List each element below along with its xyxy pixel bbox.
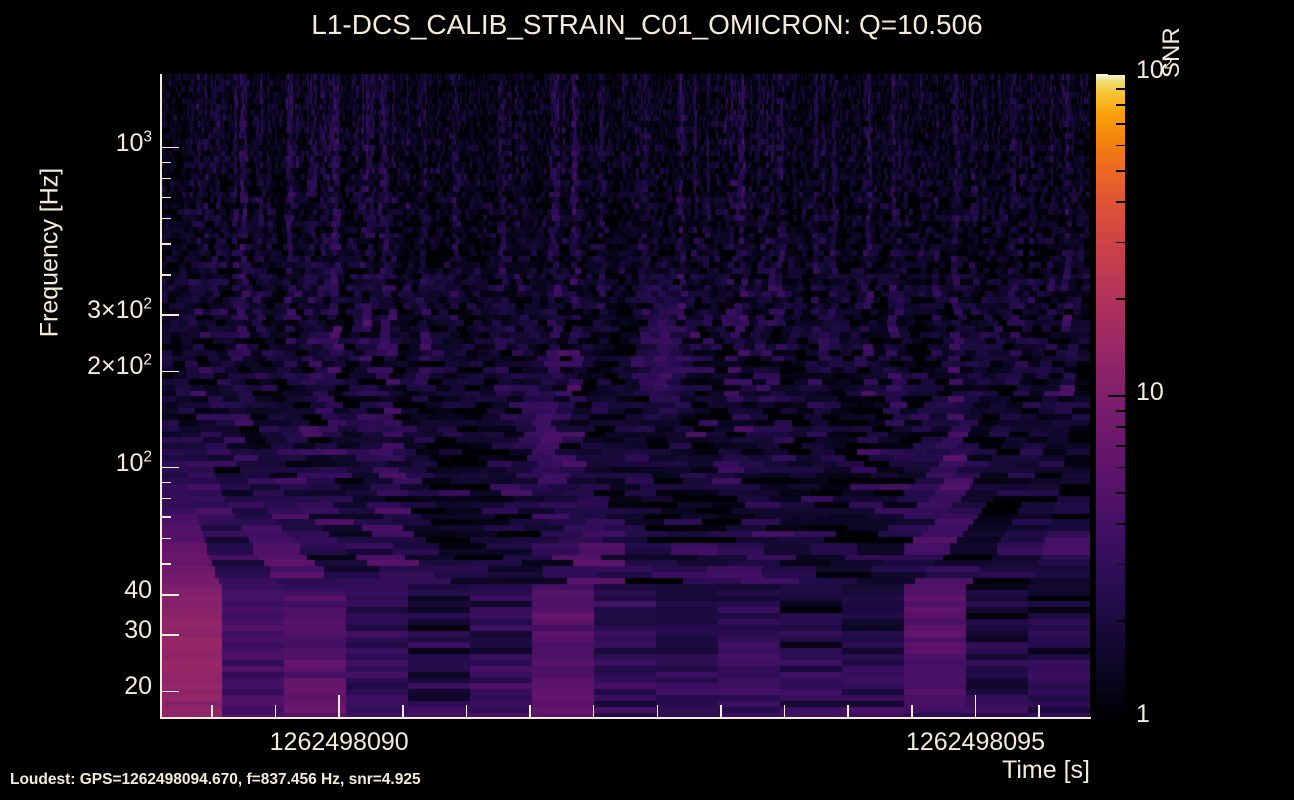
x-tick-label: 1262498095 xyxy=(905,728,1045,756)
x-tick xyxy=(783,705,786,717)
colorbar-tick xyxy=(1116,104,1125,106)
y-tick xyxy=(161,634,179,636)
y-tick-label: 40 xyxy=(124,575,152,604)
y-tick xyxy=(161,497,171,500)
x-tick-label: 1262498090 xyxy=(269,728,409,756)
y-tick xyxy=(161,146,179,149)
y-axis-line xyxy=(160,74,162,719)
x-tick xyxy=(529,705,531,717)
y-tick-label: 3×102 xyxy=(87,295,152,324)
y-tick xyxy=(161,274,171,276)
x-tick xyxy=(720,705,722,717)
y-tick-label: 2×102 xyxy=(87,352,152,381)
x-axis-line xyxy=(160,717,1091,719)
colorbar-tick xyxy=(1116,144,1125,147)
y-tick xyxy=(161,466,179,469)
colorbar-tick xyxy=(1108,73,1125,75)
y-tick xyxy=(161,594,179,596)
y-tick xyxy=(161,161,171,164)
y-tick xyxy=(161,537,171,540)
y-tick xyxy=(161,563,171,565)
x-tick xyxy=(402,705,404,717)
x-tick xyxy=(274,705,277,717)
x-tick xyxy=(338,695,340,717)
y-tick-label: 103 xyxy=(115,128,152,157)
loudest-event-caption: Loudest: GPS=1262498094.670, f=837.456 H… xyxy=(10,771,421,788)
colorbar-tick xyxy=(1116,563,1125,566)
x-tick xyxy=(974,695,977,717)
x-tick xyxy=(211,705,213,717)
colorbar-tick-label: 1 xyxy=(1136,700,1150,728)
colorbar-tick-label: 102 xyxy=(1136,55,1173,84)
y-tick-label: 30 xyxy=(124,615,152,644)
y-tick xyxy=(161,516,171,518)
colorbar-tick xyxy=(1108,395,1125,397)
y-tick-label: 102 xyxy=(115,448,152,477)
spectrogram-image xyxy=(161,74,1090,718)
y-tick xyxy=(161,177,171,180)
x-tick xyxy=(847,705,849,717)
y-tick xyxy=(161,243,171,245)
y-tick-label: 20 xyxy=(124,672,152,701)
colorbar-tick xyxy=(1116,426,1125,428)
y-tick xyxy=(161,196,171,199)
colorbar-tick xyxy=(1116,620,1125,622)
y-tick xyxy=(161,314,179,316)
colorbar-tick-label: 10 xyxy=(1136,378,1164,406)
x-tick xyxy=(911,705,913,717)
x-tick xyxy=(1038,705,1040,717)
colorbar-tick xyxy=(1116,201,1125,203)
x-axis-title: Time [s] xyxy=(1002,756,1090,784)
colorbar-tick xyxy=(1116,123,1125,125)
x-tick xyxy=(656,705,659,717)
colorbar-tick xyxy=(1116,445,1125,447)
x-tick xyxy=(465,705,468,717)
y-tick xyxy=(161,217,171,220)
spectrogram-panel xyxy=(161,74,1090,718)
y-tick xyxy=(161,481,171,484)
colorbar-tick xyxy=(1116,466,1125,469)
colorbar-tick xyxy=(1116,241,1125,244)
colorbar-tick xyxy=(1116,409,1125,412)
page-title: L1-DCS_CALIB_STRAIN_C01_OMICRON: Q=10.50… xyxy=(311,9,983,40)
colorbar-tick xyxy=(1116,170,1125,172)
y-tick xyxy=(161,370,179,373)
y-tick xyxy=(161,690,179,693)
y-axis-title: Frequency [Hz] xyxy=(35,167,64,338)
colorbar-tick xyxy=(1116,523,1125,525)
colorbar-tick xyxy=(1116,298,1125,300)
x-tick xyxy=(592,705,595,717)
colorbar-tick xyxy=(1108,717,1125,719)
colorbar-tick xyxy=(1116,87,1125,90)
colorbar-tick xyxy=(1116,492,1125,494)
